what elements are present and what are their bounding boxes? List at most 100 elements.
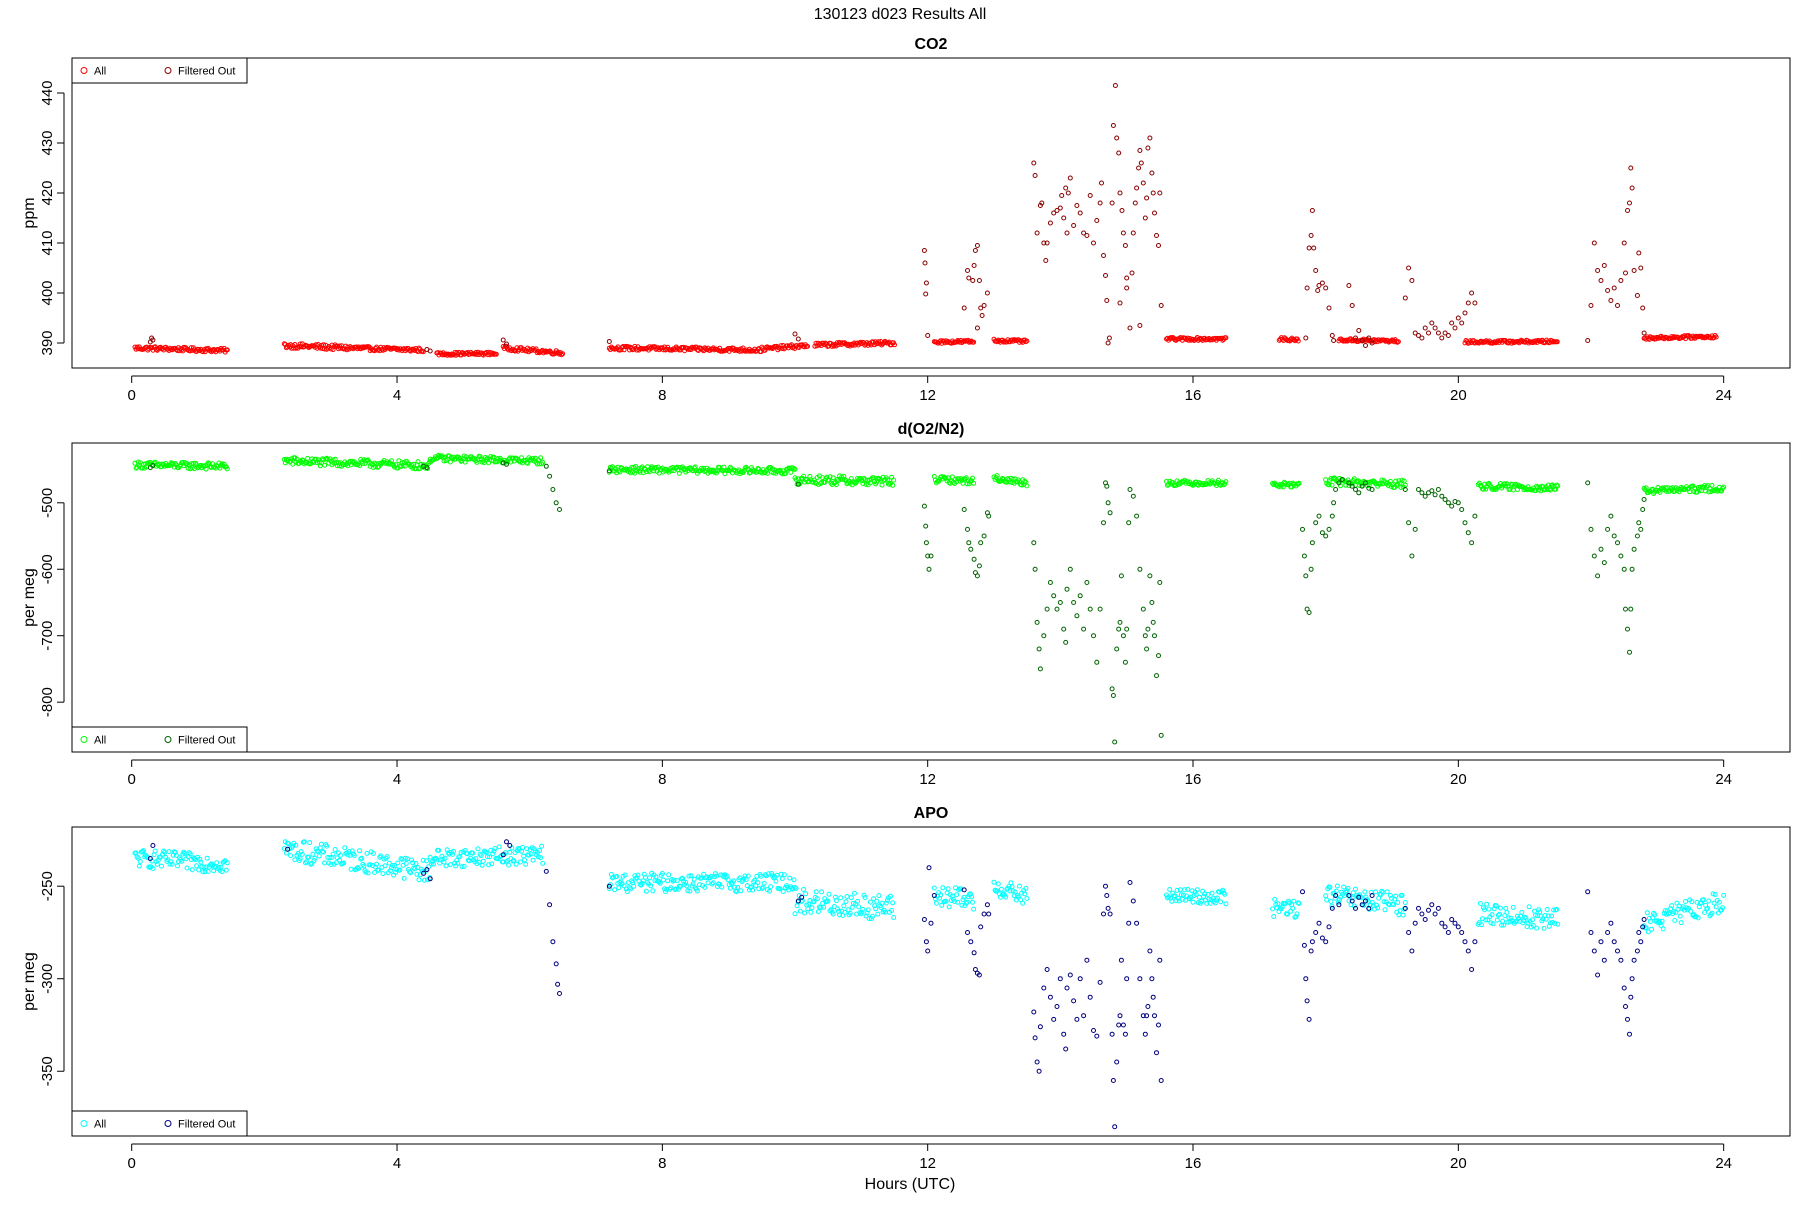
apo-plot-frame	[71, 826, 1791, 1137]
apo-point-all	[830, 911, 836, 917]
apo-point-filtered	[1130, 898, 1136, 904]
apo-point-all	[852, 890, 857, 896]
o2n2-point-filtered	[1356, 490, 1362, 496]
co2-point-all	[762, 347, 768, 353]
apo-point-all	[540, 860, 546, 866]
co2-panel: CO2 0 4 8 12 16 20 24 390 400 410 420 430 440 ppm All Fi…	[21, 36, 1791, 404]
apo-point-all	[530, 857, 536, 863]
apo-point-all	[150, 866, 156, 871]
apo-point-all	[792, 911, 798, 917]
co2-point-all	[420, 349, 426, 355]
apo-point-all	[321, 849, 326, 855]
apo-point-filtered	[1091, 1028, 1096, 1033]
o2n2-point-filtered	[1326, 526, 1332, 532]
apo-point-filtered	[1636, 930, 1642, 935]
o2n2-point-filtered	[1301, 553, 1307, 559]
apo-point-all	[1651, 910, 1657, 916]
apo-point-all	[814, 896, 820, 902]
co2-point-filtered	[1419, 335, 1425, 341]
apo-point-all	[819, 889, 825, 895]
o2n2-point-all	[674, 464, 680, 470]
apo-point-filtered	[1608, 920, 1614, 926]
apo-point-all	[506, 862, 512, 868]
co2-legend-box	[71, 57, 248, 84]
co2-point-filtered	[1432, 325, 1438, 331]
apo-point-all	[327, 855, 333, 861]
co2-point-filtered	[1353, 335, 1358, 341]
co2-point-filtered	[1356, 328, 1362, 333]
apo-point-all	[1193, 892, 1199, 897]
o2n2-point-all	[764, 470, 770, 476]
apo-point-filtered	[1047, 994, 1053, 1000]
apo-point-all	[1022, 891, 1028, 897]
o2n2-point-all	[1477, 482, 1483, 488]
apo-point-filtered	[1300, 889, 1305, 895]
apo-point-filtered	[1149, 976, 1155, 982]
o2n2-point-all	[540, 459, 546, 465]
o2n2-point-all	[400, 463, 406, 468]
o2n2-point-filtered	[1628, 606, 1634, 612]
apo-point-filtered	[1037, 1024, 1043, 1030]
o2n2-point-filtered	[1349, 483, 1355, 489]
o2n2-point-all	[1398, 485, 1404, 490]
co2-point-filtered	[795, 336, 801, 342]
apo-point-all	[427, 854, 433, 860]
co2-point-filtered	[1142, 215, 1148, 221]
apo-point-all	[843, 899, 849, 905]
apo-point-all	[628, 886, 633, 892]
apo-point-all	[815, 909, 821, 915]
o2n2-point-filtered	[981, 533, 987, 539]
apo-point-filtered	[1326, 924, 1332, 930]
apo-point-all	[1689, 899, 1695, 905]
apo-point-all	[685, 888, 691, 894]
apo-point-filtered	[1041, 985, 1047, 991]
apo-point-all	[1526, 904, 1532, 910]
apo-point-all	[767, 888, 772, 894]
apo-point-all	[376, 867, 382, 873]
apo-point-all	[351, 853, 357, 858]
apo-legend-label-filtered: Filtered Out	[178, 1119, 235, 1131]
apo-point-all	[773, 878, 779, 884]
apo-point-all	[866, 916, 872, 922]
apo-point-all	[1645, 929, 1651, 935]
co2-point-filtered	[1627, 200, 1632, 206]
apo-point-filtered	[424, 867, 430, 873]
apo-point-all	[708, 873, 714, 879]
apo-point-all	[1008, 880, 1014, 886]
o2n2-point-all	[1490, 487, 1496, 492]
o2n2-point-filtered	[150, 463, 156, 469]
co2-point-filtered	[1641, 330, 1647, 336]
apo-point-filtered	[427, 876, 433, 882]
apo-point-all	[476, 859, 482, 865]
co2-point-filtered	[1137, 323, 1143, 328]
apo-point-filtered	[1109, 1031, 1115, 1037]
apo-legend-marker-filtered	[164, 1120, 172, 1127]
o2n2-point-all	[852, 479, 857, 485]
apo-point-all	[431, 856, 437, 862]
apo-point-all	[218, 864, 224, 870]
co2-point-filtered	[1061, 215, 1067, 221]
o2n2-point-filtered	[1084, 580, 1090, 585]
o2n2-point-filtered	[1429, 488, 1435, 494]
o2n2-point-all	[779, 471, 785, 477]
apo-point-filtered	[1105, 905, 1111, 911]
apo-point-all	[828, 907, 834, 913]
apo-point-all	[634, 875, 640, 881]
apo-point-all	[614, 873, 620, 879]
apo-point-filtered	[1036, 1068, 1042, 1074]
apo-point-all	[1702, 910, 1708, 915]
co2-point-filtered	[1595, 268, 1601, 273]
apo-point-all	[1296, 901, 1302, 906]
co2-point-filtered	[1316, 283, 1322, 288]
o2n2-point-all	[411, 461, 417, 467]
co2-point-all	[742, 348, 748, 354]
apo-point-all	[766, 871, 771, 877]
apo-point-all	[1522, 914, 1528, 920]
co2-point-filtered	[1136, 165, 1142, 171]
apo-point-all	[659, 871, 665, 876]
co2-point-all	[1388, 338, 1394, 344]
o2n2-point-all	[486, 460, 492, 466]
apo-point-all	[859, 909, 865, 915]
apo-point-all	[389, 865, 394, 871]
o2n2-point-filtered	[1147, 573, 1153, 579]
